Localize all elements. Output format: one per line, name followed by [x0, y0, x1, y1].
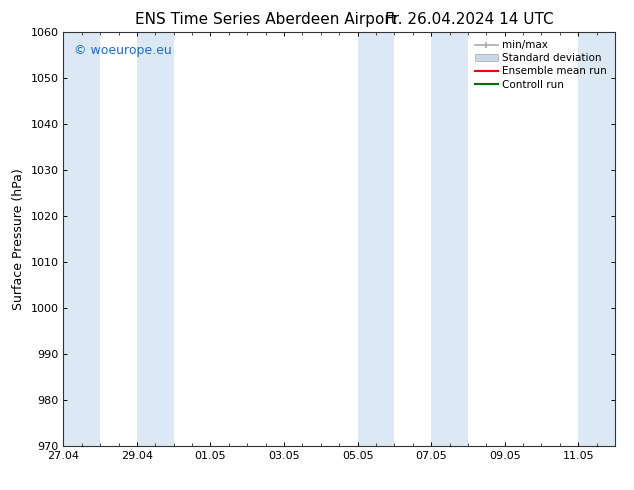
Bar	[431, 32, 468, 446]
Text: Fr. 26.04.2024 14 UTC: Fr. 26.04.2024 14 UTC	[385, 12, 553, 27]
Bar	[63, 32, 100, 446]
Bar	[578, 32, 615, 446]
Bar	[137, 32, 174, 446]
Bar	[358, 32, 394, 446]
Text: ENS Time Series Aberdeen Airport: ENS Time Series Aberdeen Airport	[136, 12, 397, 27]
Y-axis label: Surface Pressure (hPa): Surface Pressure (hPa)	[12, 168, 25, 310]
Legend: min/max, Standard deviation, Ensemble mean run, Controll run: min/max, Standard deviation, Ensemble me…	[470, 36, 611, 94]
Text: © woeurope.eu: © woeurope.eu	[74, 44, 172, 57]
